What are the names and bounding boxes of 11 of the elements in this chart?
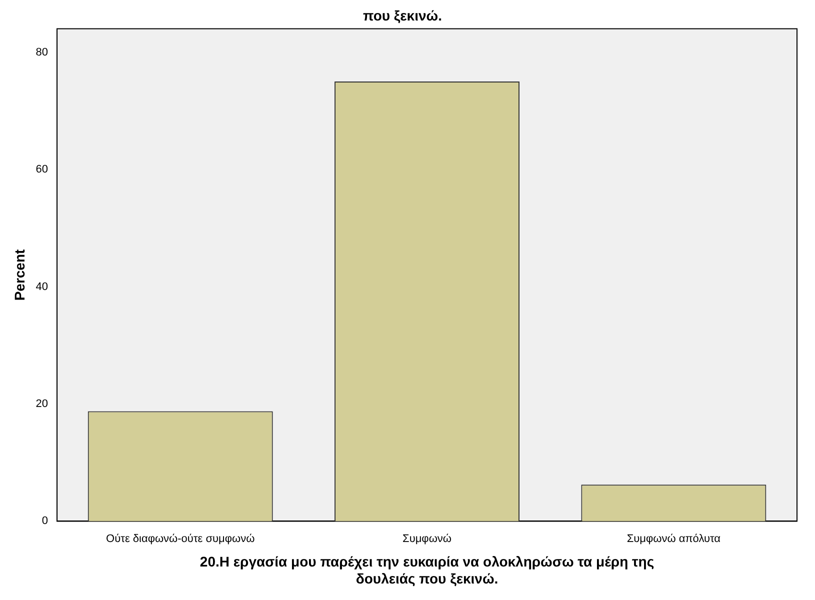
y-tick-label: 40 <box>36 280 48 293</box>
y-tick-label: 20 <box>36 398 48 410</box>
y-tick-label: 0 <box>42 515 48 528</box>
y-tick-label: 80 <box>36 46 48 58</box>
x-tick-label: Συμφωνώ <box>402 532 452 545</box>
y-axis-title: Percent <box>11 248 28 301</box>
x-tick-label: Συμφωνώ απόλυτα <box>626 532 722 545</box>
x-tick-label: Ούτε διαφωνώ-ούτε συμφωνώ <box>106 532 256 545</box>
chart-title: που ξεκινώ. <box>363 7 442 24</box>
x-axis-title: 20.Η εργασία μου παρέχει την ευκαιρία να ολοκληρώσω τα μέρη της δουλειάς που ξεκινώ. <box>200 554 654 586</box>
y-tick-label: 60 <box>36 164 48 176</box>
